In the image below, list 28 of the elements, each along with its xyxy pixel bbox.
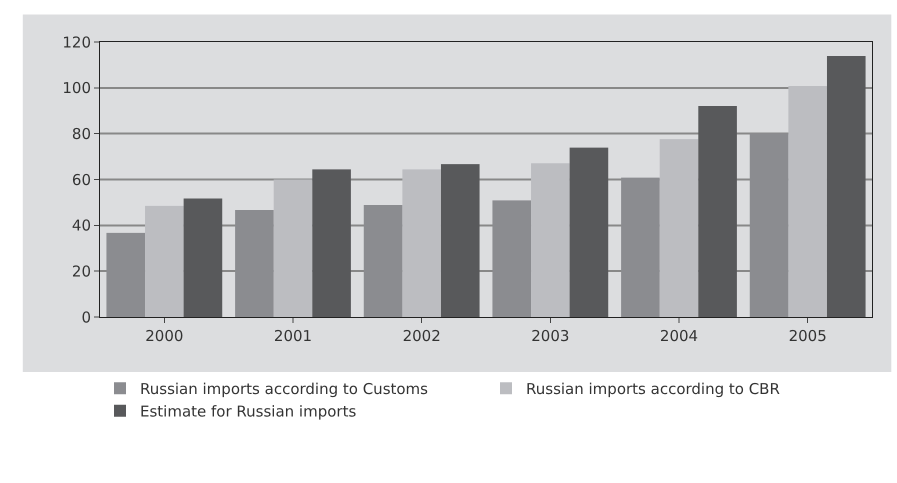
x-tick-label: 2000: [145, 327, 184, 345]
y-tick-label: 60: [72, 170, 91, 189]
bar: [312, 169, 351, 317]
bar: [274, 180, 312, 317]
y-tick-label: 40: [72, 216, 91, 235]
bar: [698, 106, 737, 317]
y-tick-label: 80: [72, 124, 91, 143]
bar: [402, 169, 441, 317]
bar: [660, 139, 698, 317]
bar: [440, 164, 480, 317]
bar: [145, 206, 184, 317]
legend-label: Russian imports according to Customs: [140, 380, 428, 398]
bar: [184, 198, 222, 317]
y-tick-label: 100: [62, 79, 91, 98]
x-tick-label: 2002: [402, 327, 441, 345]
bar: [570, 148, 608, 317]
bar: [826, 56, 866, 317]
x-tick-label: 2003: [531, 327, 570, 345]
x-tick-label: 2005: [788, 327, 827, 345]
legend-label: Russian imports according to CBR: [526, 380, 780, 398]
y-tick-label: 120: [62, 33, 91, 52]
bar: [788, 86, 827, 317]
bar: [531, 163, 570, 317]
x-tick-label: 2001: [274, 327, 312, 345]
y-tick-label: 20: [72, 262, 91, 280]
legend-label: Estimate for Russian imports: [140, 402, 356, 421]
y-tick-label: 0: [81, 308, 91, 326]
x-tick-label: 2004: [660, 327, 698, 345]
